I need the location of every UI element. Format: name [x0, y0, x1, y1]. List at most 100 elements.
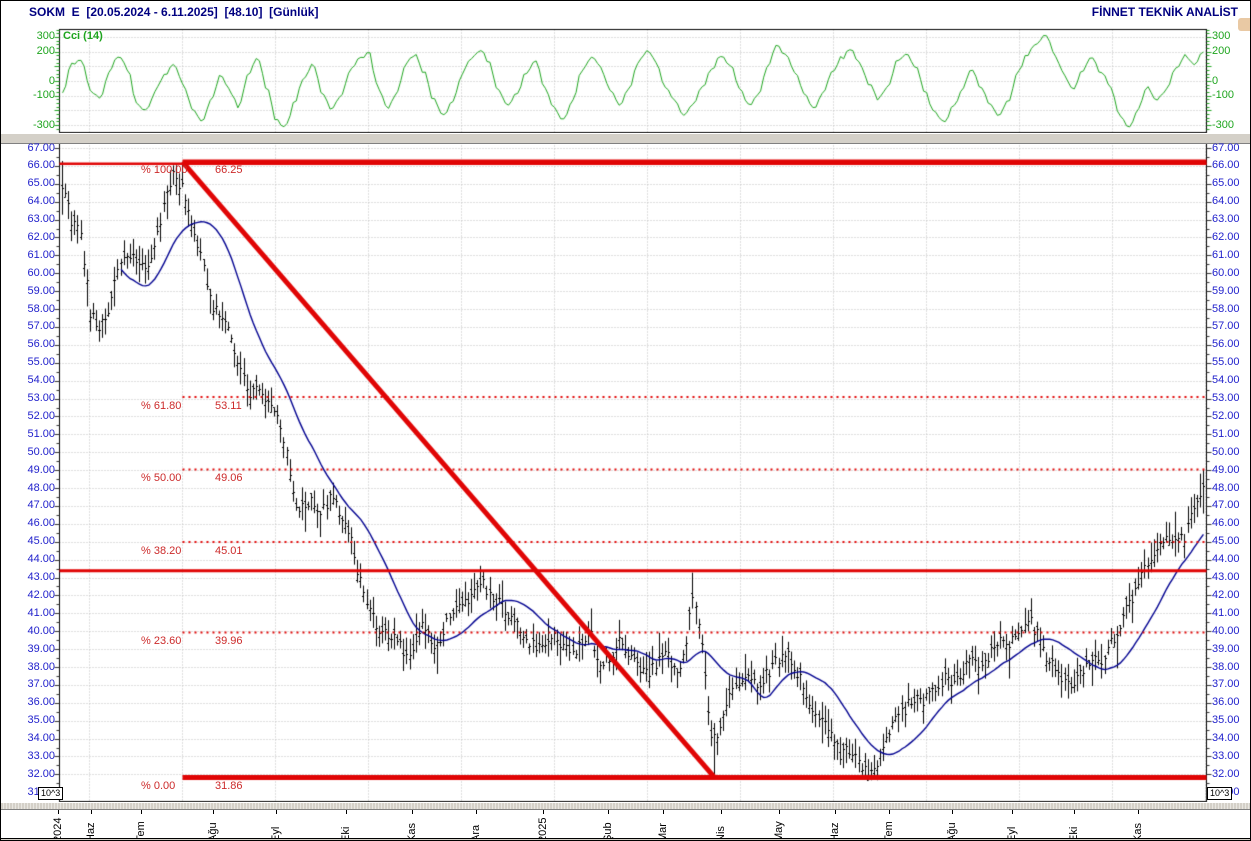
- x-axis-label: 2024: [52, 817, 64, 841]
- month-tick: [58, 808, 59, 814]
- price-tick-label-right: 54.00: [1212, 374, 1240, 387]
- price-tick-label-right: 57.00: [1212, 320, 1240, 333]
- price-tick-label-left: 39.00: [27, 642, 55, 655]
- price-tick-label-right: 66.00: [1212, 159, 1240, 172]
- x-axis-label: Kas: [1132, 823, 1144, 841]
- price-tick-label-right: 61.00: [1212, 248, 1240, 261]
- month-tick: [91, 808, 92, 814]
- month-tick: [1138, 808, 1139, 814]
- x-axis-label: Ağu: [207, 822, 219, 841]
- month-tick: [543, 808, 544, 814]
- panel-splitter-top[interactable]: [1, 133, 1250, 144]
- fib-pct: % 0.00: [141, 779, 176, 792]
- price-tick-label-right: 65.00: [1212, 177, 1240, 190]
- month-tick: [608, 808, 609, 814]
- price-tick-label-right: 62.00: [1212, 230, 1240, 243]
- price-tick-label-left: 55.00: [27, 356, 55, 369]
- month-tick: [721, 808, 722, 814]
- cci-tick-label-left: 0: [48, 74, 55, 87]
- fib-value: 49.06: [215, 472, 243, 485]
- x-axis-label: Haz: [85, 822, 97, 841]
- price-tick-label-left: 34.00: [27, 732, 55, 745]
- month-tick: [476, 808, 477, 814]
- price-tick-label-left: 58.00: [27, 302, 55, 315]
- x-axis-label: Kas: [406, 823, 418, 841]
- price-tick-label-left: 67.00: [27, 141, 55, 154]
- unit-box-left: 10^3: [38, 787, 64, 800]
- price-tick-label-left: 38.00: [27, 660, 55, 673]
- x-axis-label: Eki: [340, 826, 352, 841]
- price-tick-label-left: 32.00: [27, 767, 55, 780]
- price-tick-label-left: 44.00: [27, 553, 55, 566]
- price-tick-label-right: 33.00: [1212, 749, 1240, 762]
- price-tick-label-right: 42.00: [1212, 588, 1240, 601]
- month-tick: [276, 808, 277, 814]
- month-tick: [1074, 808, 1075, 814]
- price-tick-label-left: 59.00: [27, 284, 55, 297]
- edge-artifact: [1238, 18, 1250, 31]
- price-tick-label-right: 46.00: [1212, 517, 1240, 530]
- fib-value: 53.11: [215, 399, 242, 412]
- price-tick-label-right: 50.00: [1212, 445, 1240, 458]
- x-axis-label: 2025: [537, 817, 549, 841]
- month-tick: [952, 808, 953, 814]
- price-tick-label-right: 41.00: [1212, 606, 1240, 619]
- price-tick-label-right: 53.00: [1212, 392, 1240, 405]
- cci-indicator-label: Cci (14): [63, 30, 103, 42]
- fib-pct: % 23.60: [141, 634, 182, 647]
- month-tick: [835, 808, 836, 814]
- brand-title: FİNNET TEKNİK ANALİST: [1091, 5, 1238, 19]
- cci-tick-label-left: 200: [36, 45, 55, 58]
- price-tick-label-left: 56.00: [27, 338, 55, 351]
- panel-splitter-bottom[interactable]: [1, 802, 1250, 810]
- price-tick-label-right: 52.00: [1212, 409, 1240, 422]
- month-tick: [779, 808, 780, 814]
- cci-tick-label-right: -100: [1212, 89, 1235, 102]
- price-tick-label-right: 48.00: [1212, 481, 1240, 494]
- price-tick-label-left: 40.00: [27, 624, 55, 637]
- price-tick-label-right: 36.00: [1212, 696, 1240, 709]
- fib-value: 66.25: [215, 164, 243, 177]
- chart-title: SOKM E [20.05.2024 - 6.11.2025] [48.10] …: [29, 5, 319, 19]
- price-tick-label-right: 49.00: [1212, 463, 1240, 476]
- price-tick-label-right: 58.00: [1212, 302, 1240, 315]
- unit-box-right: 10^3: [1207, 787, 1233, 800]
- price-tick-label-right: 34.00: [1212, 732, 1240, 745]
- price-tick-label-left: 36.00: [27, 696, 55, 709]
- cci-tick-label-right: -300: [1212, 118, 1235, 131]
- price-tick-label-right: 47.00: [1212, 499, 1240, 512]
- x-axis-label: Nis: [715, 826, 727, 841]
- bottom-border: [1, 838, 1250, 839]
- month-tick: [663, 808, 664, 814]
- fib-label: % 100.00 66.25: [141, 164, 243, 176]
- bottom-strip: [1, 839, 1250, 840]
- price-tick-label-left: 53.00: [27, 392, 55, 405]
- x-axis-label: Ağu: [946, 822, 958, 841]
- price-tick-label-left: 63.00: [27, 213, 55, 226]
- x-axis-label: May: [773, 821, 785, 841]
- price-tick-label-right: 51.00: [1212, 427, 1240, 440]
- x-axis-label: Eyl: [270, 826, 282, 841]
- cci-tick-label-right: 300: [1212, 30, 1231, 43]
- cci-tick-label-right: 200: [1212, 45, 1231, 58]
- price-tick-label-left: 60.00: [27, 266, 55, 279]
- fib-label: % 38.20 45.01: [141, 545, 243, 557]
- price-tick-label-left: 45.00: [27, 535, 55, 548]
- price-tick-label-left: 47.00: [27, 499, 55, 512]
- price-tick-label-left: 49.00: [27, 463, 55, 476]
- price-tick-label-left: 48.00: [27, 481, 55, 494]
- x-axis-label: Ara: [470, 824, 482, 841]
- fib-label: % 61.80 53.11: [141, 400, 242, 412]
- price-tick-label-left: 37.00: [27, 678, 55, 691]
- price-tick-label-right: 63.00: [1212, 213, 1240, 226]
- price-tick-label-left: 66.00: [27, 159, 55, 172]
- price-tick-label-left: 33.00: [27, 749, 55, 762]
- month-tick: [346, 808, 347, 814]
- fib-value: 45.01: [215, 544, 243, 557]
- x-axis-label: Eki: [1068, 826, 1080, 841]
- price-tick-label-right: 38.00: [1212, 660, 1240, 673]
- price-tick-label-left: 52.00: [27, 409, 55, 422]
- price-tick-label-left: 64.00: [27, 195, 55, 208]
